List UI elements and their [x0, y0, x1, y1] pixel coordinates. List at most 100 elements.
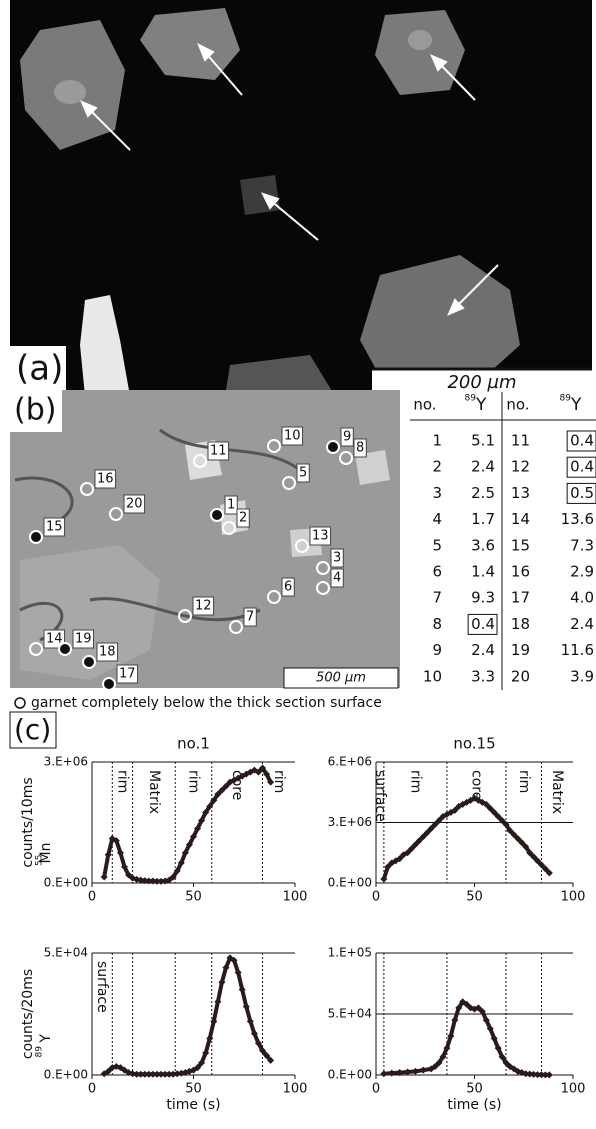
x-tick-label: 0 — [88, 890, 96, 905]
table-cell: 0.5 — [570, 484, 594, 502]
y-tick-label: 5.E+04 — [44, 946, 88, 960]
x-axis-label: time (s) — [166, 1097, 220, 1113]
data-point — [173, 1070, 181, 1078]
y-axis-label-sup: 55 — [35, 855, 45, 866]
data-point — [254, 768, 262, 776]
point-label-box — [94, 469, 117, 489]
x-tick-label: 50 — [185, 1082, 202, 1097]
scale-bar-box — [372, 368, 592, 396]
point-label-box — [281, 577, 295, 597]
chart-title: no.1 — [177, 735, 210, 753]
data-point — [169, 873, 177, 881]
y-tick-label: 1.E+05 — [328, 946, 372, 960]
data-point — [435, 816, 443, 824]
data-point — [133, 1070, 141, 1078]
data-point — [149, 877, 157, 885]
data-point — [246, 1017, 254, 1025]
point-label-box — [296, 463, 310, 483]
data-point — [396, 855, 404, 863]
data-line — [381, 796, 551, 880]
y-tick-label: 3.E+06 — [44, 755, 88, 769]
data-point — [149, 1070, 157, 1078]
point-marker — [222, 521, 236, 535]
data-point — [198, 1059, 206, 1067]
panel-label-box — [9, 711, 57, 749]
table-cell: 16 — [511, 563, 530, 581]
data-point — [486, 1025, 494, 1033]
data-point — [510, 831, 518, 839]
point-label: 18 — [99, 645, 116, 660]
point-marker — [193, 454, 207, 468]
table-header: no. — [506, 396, 529, 414]
point-marker — [339, 451, 353, 465]
point-label: 6 — [284, 580, 292, 595]
data-point — [514, 835, 522, 843]
data-point — [116, 849, 124, 857]
point-label: 14 — [46, 632, 63, 647]
point-label-box — [43, 629, 66, 649]
data-point — [206, 802, 214, 810]
point-marker — [282, 476, 296, 490]
y-tick-label: 6.E+06 — [328, 755, 372, 769]
data-point — [250, 1030, 258, 1038]
table-cell: 7.3 — [570, 536, 594, 554]
table-cell: 2.4 — [471, 458, 495, 476]
point-label: 4 — [333, 571, 341, 586]
data-point — [145, 1070, 153, 1078]
scale-bar-label: 200 µm — [447, 372, 516, 393]
table-cell: 1.7 — [471, 510, 495, 528]
data-point — [419, 1066, 427, 1074]
table-cell: 14 — [511, 510, 530, 528]
data-point — [125, 871, 133, 879]
x-tick-label: 100 — [561, 1082, 586, 1097]
table-cell: 19 — [511, 641, 530, 659]
point-label: 8 — [356, 441, 364, 456]
point-label-box — [224, 495, 238, 515]
data-line — [383, 999, 550, 1077]
panel-label: (c) — [14, 713, 51, 746]
legend-marker — [14, 697, 26, 709]
region-label: rim — [114, 770, 130, 793]
data-point — [404, 849, 412, 857]
panel-a-image — [10, 0, 592, 396]
data-point — [439, 1053, 447, 1061]
table-cell: 17 — [511, 589, 530, 607]
point-label-box — [207, 441, 230, 461]
table-cell: 4.0 — [570, 589, 594, 607]
legend-text: garnet completely below the thick sectio… — [31, 695, 382, 711]
data-point — [177, 859, 185, 867]
table-cell: 6 — [432, 563, 442, 581]
y-tick-label: 5.E+04 — [328, 1007, 372, 1021]
data-point — [218, 978, 226, 986]
data-point — [494, 1044, 502, 1052]
point-label-box — [43, 517, 66, 537]
data-point — [506, 827, 514, 835]
data-point — [267, 1056, 275, 1064]
table-cell: 20 — [511, 667, 530, 685]
data-point — [380, 1070, 388, 1078]
table-cell: 13.6 — [561, 510, 594, 528]
data-point — [234, 969, 242, 977]
chart-title: no.15 — [453, 735, 495, 753]
data-point — [522, 1070, 530, 1078]
table-cell: 4 — [432, 510, 442, 528]
data-point — [242, 1003, 250, 1011]
data-point — [537, 1071, 545, 1079]
data-point — [435, 1059, 443, 1067]
data-point — [526, 1070, 534, 1078]
data-point — [161, 1070, 169, 1078]
point-label: 16 — [97, 472, 114, 487]
data-point — [541, 865, 549, 873]
data-point — [185, 841, 193, 849]
data-point — [463, 1000, 471, 1008]
table-cell: 8 — [432, 615, 442, 633]
data-point — [210, 1017, 218, 1025]
data-point — [194, 825, 202, 833]
data-point — [537, 861, 545, 869]
table-cell: 15 — [511, 536, 530, 554]
data-point — [202, 1049, 210, 1057]
data-point — [259, 764, 267, 772]
point-label-box — [340, 427, 354, 447]
table-cell: 3.9 — [570, 667, 594, 685]
